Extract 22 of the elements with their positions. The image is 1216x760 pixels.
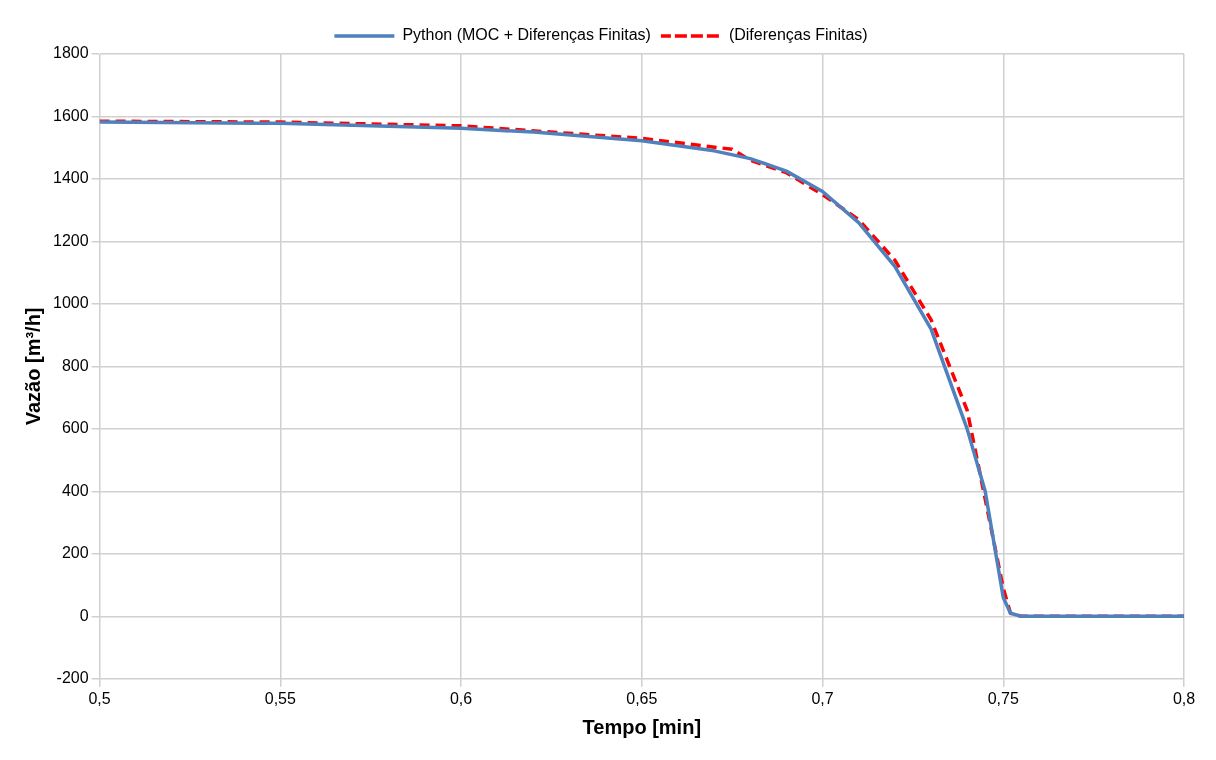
x-tick-label: 0,6 <box>449 689 473 707</box>
y-tick-label: -200 <box>56 669 89 687</box>
y-tick-label: 200 <box>61 544 89 562</box>
y-tick-label: 0 <box>79 606 89 624</box>
x-tick-label: 0,8 <box>1172 689 1196 707</box>
x-tick-label: 0,75 <box>987 689 1019 707</box>
y-axis-title: Vazão [m³/h] <box>21 307 44 426</box>
y-tick-label: 1400 <box>53 169 89 187</box>
y-tick-label: 600 <box>61 419 89 437</box>
y-tick-label: 1200 <box>53 231 89 249</box>
y-tick-label: 1000 <box>53 294 89 312</box>
x-tick-label: 0,5 <box>88 689 111 707</box>
x-tick-label: 0,55 <box>264 689 296 707</box>
x-axis-title: Tempo [min] <box>582 715 702 738</box>
legend-label: (Diferenças Finitas) <box>728 26 868 44</box>
legend-label: Python (MOC + Diferenças Finitas) <box>402 26 651 44</box>
y-tick-label: 800 <box>61 356 89 374</box>
x-tick-label: 0,65 <box>626 689 658 707</box>
y-tick-label: 1800 <box>53 44 89 62</box>
x-tick-label: 0,7 <box>811 689 834 707</box>
y-tick-label: 400 <box>61 481 89 499</box>
y-tick-label: 1600 <box>53 106 89 124</box>
